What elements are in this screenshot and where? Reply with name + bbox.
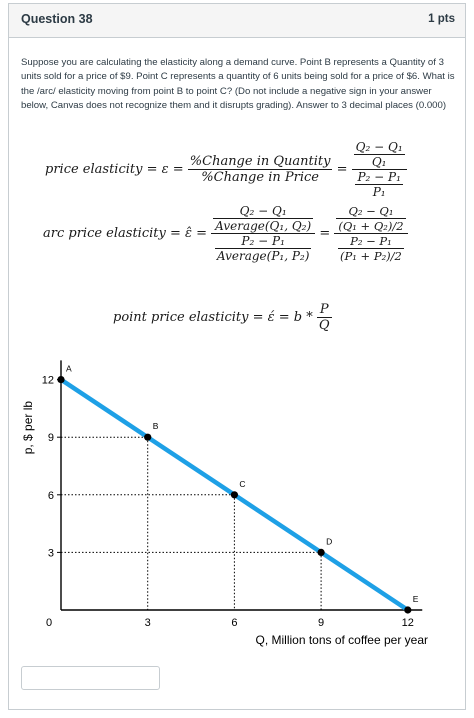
x-tick-label: 0 xyxy=(46,617,52,629)
x-tick-label: 12 xyxy=(402,617,414,629)
x-tick-label: 3 xyxy=(145,617,151,629)
y-tick-label: 12 xyxy=(42,375,54,387)
arc-exp-q-mean: (Q₁ + Q₂)/2 xyxy=(336,218,406,233)
answer-input[interactable] xyxy=(21,666,160,690)
q-diff: Q₂ − Q₁ xyxy=(355,140,403,154)
point-elasticity-formula: point price elasticity = έ = b * P Q xyxy=(113,302,332,333)
arc-p-diff: P₂ − P₁ xyxy=(241,234,285,248)
point-p: P xyxy=(319,302,329,317)
point-label-c: C xyxy=(239,479,245,489)
question-points: 1 pts xyxy=(428,13,455,25)
point-elasticity-lhs: point price elasticity = έ = b * xyxy=(113,310,313,325)
demand-point-a xyxy=(57,376,65,384)
demand-point-c xyxy=(230,491,238,499)
arc-elasticity-formula: arc price elasticity = ε̂ = Q₂ − Q₁ Aver… xyxy=(43,204,408,263)
demand-point-e xyxy=(404,606,412,614)
q1: Q₁ xyxy=(353,154,405,169)
point-q: Q xyxy=(316,317,332,333)
y-tick-label: 6 xyxy=(48,490,54,502)
point-label-b: B xyxy=(153,421,159,431)
question-text: Suppose you are calculating the elastici… xyxy=(21,57,455,112)
equals-sign: = xyxy=(336,162,348,177)
demand-point-b xyxy=(144,433,152,441)
question-header: Question 38 1 pts xyxy=(9,4,465,38)
x-tick-label: 9 xyxy=(318,617,324,629)
point-label-e: E xyxy=(413,594,419,604)
arc-elasticity-fraction: Q₂ − Q₁ Average(Q₁, Q₂) P₂ − P₁ Average(… xyxy=(211,204,316,263)
arc-average-p: Average(P₁, P₂) xyxy=(214,248,312,263)
point-label-a: A xyxy=(66,364,72,374)
question-title: Question 38 xyxy=(21,12,93,26)
price-elasticity-fraction: %Change in Quantity %Change in Price xyxy=(187,154,333,185)
p1: P₁ xyxy=(355,184,403,199)
y-axis-label: p, $ per lb xyxy=(21,401,35,455)
arc-exp-p-diff: P₂ − P₁ xyxy=(350,234,392,248)
y-tick-label: 3 xyxy=(48,547,54,559)
arc-average-q: Average(Q₁, Q₂) xyxy=(213,218,314,233)
x-axis-label: Q, Million tons of coffee per year xyxy=(255,633,428,647)
arc-exp-p-mean: (P₁ + P₂)/2 xyxy=(338,248,404,263)
x-tick-label: 6 xyxy=(231,617,237,629)
pct-change-price: %Change in Price xyxy=(187,169,333,185)
price-elasticity-expanded: Q₂ − Q₁ Q₁ P₂ − P₁ P₁ xyxy=(351,140,407,199)
arc-elasticity-expanded: Q₂ − Q₁ (Q₁ + Q₂)/2 P₂ − P₁ (P₁ + P₂)/2 xyxy=(334,204,408,263)
price-elasticity-formula: price elasticity = ε = %Change in Quanti… xyxy=(45,140,407,199)
arc-elasticity-lhs: arc price elasticity = ε̂ = xyxy=(43,226,207,241)
pct-change-quantity: %Change in Quantity xyxy=(189,154,331,169)
point-elasticity-fraction: P Q xyxy=(316,302,332,333)
y-tick-label: 9 xyxy=(48,432,54,444)
demand-chart: 3 6 9 12 0 3 6 9 12 A B C D E Q, Million tons of coffe… xyxy=(21,360,428,647)
price-elasticity-lhs: price elasticity = ε = xyxy=(45,162,184,177)
p-diff: P₂ − P₁ xyxy=(357,170,401,184)
question-card: Question 38 1 pts Suppose you are calcul… xyxy=(8,3,466,710)
equals-sign: = xyxy=(319,226,331,241)
arc-q-diff: Q₂ − Q₁ xyxy=(239,204,287,218)
point-label-d: D xyxy=(326,536,332,546)
arc-exp-q-diff: Q₂ − Q₁ xyxy=(348,204,394,218)
demand-point-d xyxy=(317,548,325,556)
